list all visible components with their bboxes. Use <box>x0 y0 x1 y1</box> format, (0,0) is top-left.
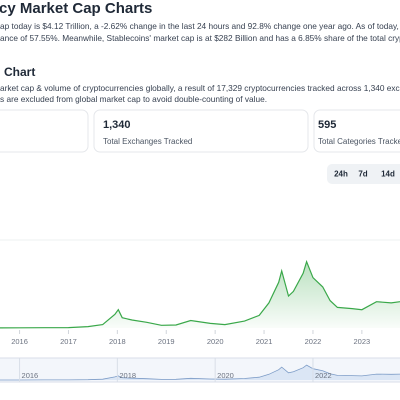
range-button-label[interactable]: 24h <box>334 170 348 179</box>
line <box>0 259 400 329</box>
x-tick-label: 2016 <box>11 337 28 346</box>
x-tick-label: 2022 <box>305 337 322 346</box>
navigator-line <box>0 364 400 381</box>
line-area <box>0 261 400 328</box>
navigator-line-area <box>0 365 400 380</box>
card-value: 595 <box>318 119 336 131</box>
x-tick-label: 2020 <box>207 337 224 346</box>
navigator-tick-label: 2022 <box>315 371 332 380</box>
range-button[interactable] <box>354 166 372 182</box>
card <box>93 109 309 153</box>
navigator-tick-label: 2016 <box>22 371 39 380</box>
card-label: Total Categories Tracke <box>318 137 400 146</box>
card-label: Total Exchanges Tracked <box>103 137 192 146</box>
x-tick-label: 2023 <box>354 337 371 346</box>
card-value: 1,340 <box>103 119 131 131</box>
page-title: cy Market Cap Charts <box>0 0 152 17</box>
paragraph: ap today is $4.12 Trillion, a -2.62% cha… <box>0 21 400 31</box>
range-button-label[interactable]: 7d <box>358 170 367 179</box>
x-tick-label: 2021 <box>256 337 273 346</box>
paragraph: ance of 57.55%. Meanwhile, Stablecoins' … <box>0 33 400 43</box>
navigator-tick-label: 2020 <box>217 371 234 380</box>
paragraph: s are excluded from global market cap to… <box>0 94 267 104</box>
range-button-label[interactable]: 14d <box>381 170 395 179</box>
x-tick-label: 2017 <box>60 337 77 346</box>
range-button[interactable] <box>330 166 352 182</box>
paragraph: arket cap & volume of cryptocurrencies g… <box>0 83 400 93</box>
card <box>0 109 89 153</box>
card <box>313 109 400 153</box>
x-tick-label: 2018 <box>109 337 126 346</box>
navigator-tick-label: 2018 <box>119 371 136 380</box>
range-button[interactable] <box>376 166 400 182</box>
x-tick-label: 2019 <box>158 337 175 346</box>
section-title: Chart <box>4 65 35 79</box>
